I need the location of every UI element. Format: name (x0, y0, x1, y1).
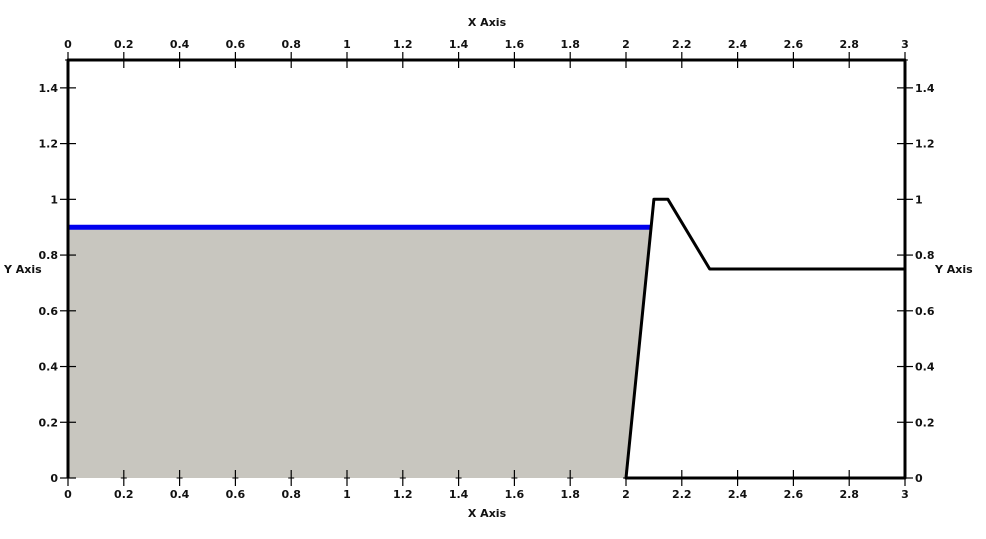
x-tick-label-top: 2.6 (784, 38, 804, 51)
y-tick-label-right: 0.8 (915, 249, 935, 262)
x-tick-label-bottom: 2.8 (839, 488, 859, 501)
x-tick-label-top: 0.4 (170, 38, 190, 51)
y-tick-label-right: 0.2 (915, 416, 935, 429)
x-axis-title-top: X Axis (468, 16, 507, 29)
y-tick-label-right: 1.2 (915, 138, 935, 151)
x-tick-label-top: 1.4 (449, 38, 469, 51)
y-axis-title-right: Y Axis (934, 263, 973, 276)
y-axis-title-left: Y Axis (3, 263, 42, 276)
x-tick-label-top: 0 (64, 38, 72, 51)
x-tick-label-bottom: 1.6 (505, 488, 525, 501)
x-tick-label-top: 2.4 (728, 38, 748, 51)
x-tick-label-bottom: 0.2 (114, 488, 134, 501)
x-tick-label-bottom: 2.4 (728, 488, 748, 501)
filled-region (68, 227, 652, 478)
y-tick-label-right: 0.6 (915, 305, 935, 318)
x-axis-title-bottom: X Axis (468, 507, 507, 520)
y-tick-label-right: 0.4 (915, 361, 935, 374)
x-tick-label-bottom: 1 (343, 488, 351, 501)
x-tick-label-top: 2 (622, 38, 630, 51)
x-tick-label-top: 0.6 (226, 38, 246, 51)
x-tick-label-bottom: 1.4 (449, 488, 469, 501)
x-tick-label-bottom: 2 (622, 488, 630, 501)
x-tick-label-top: 1.2 (393, 38, 413, 51)
x-tick-label-bottom: 3 (901, 488, 909, 501)
y-tick-label-right: 1 (915, 193, 923, 206)
x-tick-label-top: 0.8 (281, 38, 301, 51)
y-tick-label-right: 0 (915, 472, 923, 485)
x-tick-label-bottom: 0.8 (281, 488, 301, 501)
x-tick-label-bottom: 0.4 (170, 488, 190, 501)
x-tick-label-top: 1.8 (560, 38, 580, 51)
x-tick-label-top: 1 (343, 38, 351, 51)
x-tick-label-bottom: 1.8 (560, 488, 580, 501)
y-tick-label-left: 1.4 (39, 82, 59, 95)
x-tick-label-top: 2.8 (839, 38, 859, 51)
y-tick-label-left: 1.2 (39, 138, 59, 151)
y-tick-label-left: 1 (50, 193, 58, 206)
x-tick-label-top: 3 (901, 38, 909, 51)
y-tick-label-left: 0.2 (39, 416, 59, 429)
x-tick-label-top: 1.6 (505, 38, 525, 51)
x-tick-label-bottom: 0.6 (226, 488, 246, 501)
y-tick-label-left: 0 (50, 472, 58, 485)
y-tick-label-right: 1.4 (915, 82, 935, 95)
x-tick-label-bottom: 0 (64, 488, 72, 501)
x-tick-label-bottom: 1.2 (393, 488, 413, 501)
x-tick-label-top: 0.2 (114, 38, 134, 51)
x-tick-label-bottom: 2.2 (672, 488, 692, 501)
x-tick-label-bottom: 2.6 (784, 488, 804, 501)
y-tick-label-left: 0.8 (39, 249, 59, 262)
x-tick-label-top: 2.2 (672, 38, 692, 51)
y-tick-label-left: 0.6 (39, 305, 59, 318)
y-tick-label-left: 0.4 (39, 361, 59, 374)
